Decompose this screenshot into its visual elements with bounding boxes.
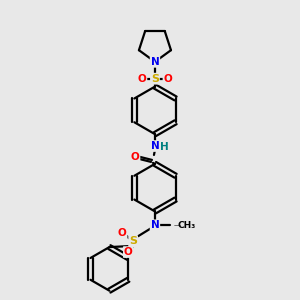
- Text: N: N: [151, 57, 159, 67]
- Text: S: S: [129, 236, 137, 246]
- Text: N: N: [151, 220, 159, 230]
- Text: CH₃: CH₃: [178, 221, 196, 230]
- Text: O: O: [124, 247, 133, 257]
- Text: O: O: [164, 74, 172, 84]
- Text: H: H: [160, 142, 169, 152]
- Text: O: O: [118, 228, 127, 238]
- Text: O: O: [138, 74, 146, 84]
- Text: O: O: [131, 152, 140, 162]
- Text: —: —: [174, 222, 181, 228]
- Text: S: S: [151, 74, 159, 84]
- Text: N: N: [151, 141, 159, 151]
